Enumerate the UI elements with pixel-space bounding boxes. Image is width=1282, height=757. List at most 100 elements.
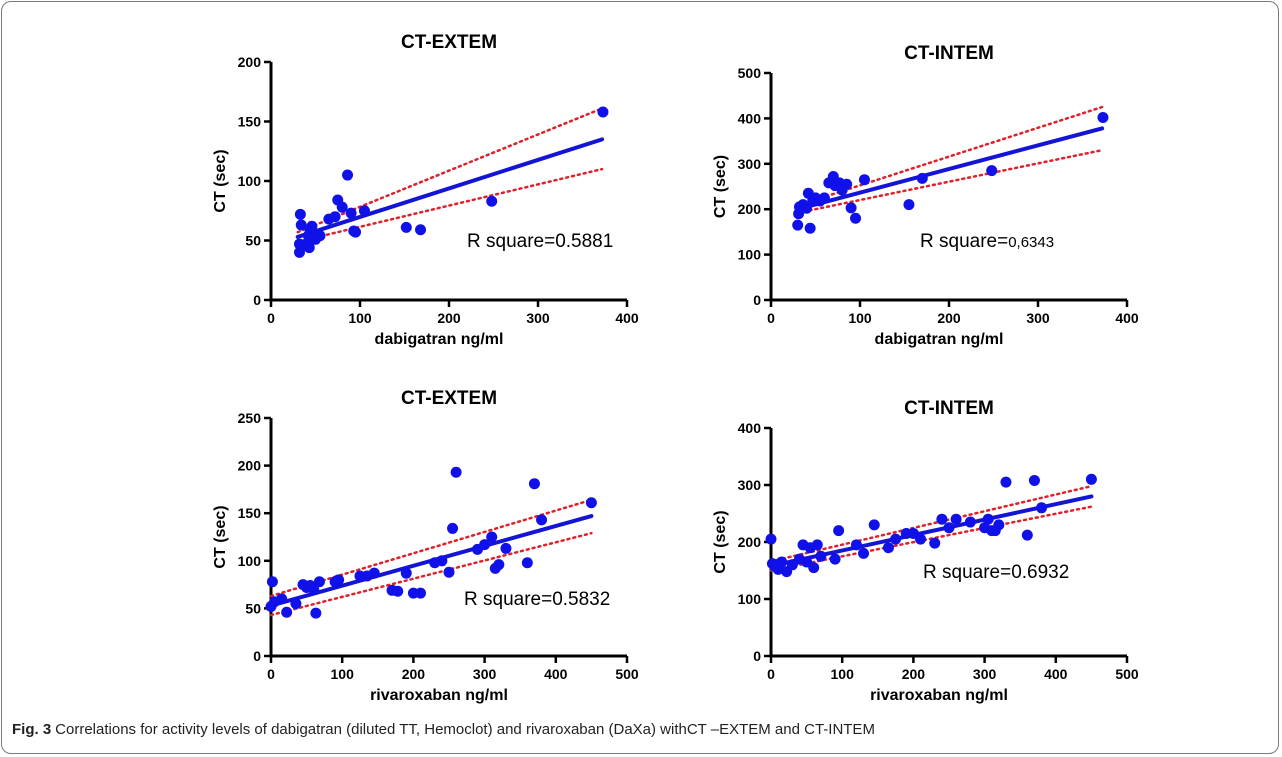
y-tick-label: 250 — [238, 410, 262, 426]
data-point — [964, 516, 976, 528]
data-point — [415, 224, 427, 236]
data-point — [950, 513, 962, 525]
data-point — [808, 562, 820, 574]
data-point — [1097, 111, 1109, 123]
y-tick-label: 150 — [238, 114, 262, 130]
ci-upper-line — [769, 484, 1093, 563]
chart-1: CT-EXTEM 0 50 100 150 200 0 100 200 300 400 dabigat… — [212, 32, 639, 348]
x-tick-label: 300 — [473, 666, 497, 682]
data-point — [350, 226, 362, 238]
data-point — [585, 497, 597, 509]
x-tick-label: 0 — [267, 666, 275, 682]
r-square-prefix: R square= — [923, 562, 1011, 583]
data-point — [313, 576, 325, 588]
caption-label: Fig. 3 — [12, 721, 52, 738]
x-tick-label: 0 — [267, 310, 275, 326]
r-square-annotation: R square=0.5881 — [467, 231, 613, 252]
y-tick-label: 300 — [738, 477, 762, 493]
chart-3: CT-EXTEM 0 50 100 150 200 250 0 100 200 300 400 500 r… — [212, 388, 639, 704]
data-point — [536, 514, 548, 526]
r-square-annotation: R square=0.5832 — [464, 589, 610, 610]
data-point — [308, 583, 320, 595]
data-point — [479, 539, 491, 551]
data-point — [597, 106, 609, 118]
data-point — [858, 174, 870, 186]
data-point — [792, 219, 804, 231]
data-point — [400, 221, 412, 233]
data-point — [1036, 502, 1048, 514]
data-point — [358, 205, 370, 217]
x-tick-label: 0 — [767, 310, 775, 326]
data-point — [858, 547, 870, 559]
y-tick-label: 200 — [738, 201, 762, 217]
data-point — [868, 519, 880, 531]
x-tick-label: 100 — [831, 666, 855, 682]
data-point — [450, 466, 462, 478]
data-point — [833, 525, 845, 537]
y-tick-label: 0 — [753, 648, 761, 664]
x-tick-label: 100 — [331, 666, 355, 682]
data-point — [310, 607, 322, 619]
data-point — [1028, 474, 1040, 486]
data-point — [801, 202, 813, 214]
data-point — [486, 195, 498, 207]
data-point — [829, 553, 841, 565]
data-point — [916, 172, 928, 184]
data-point — [936, 513, 948, 525]
y-tick-label: 400 — [738, 110, 762, 126]
data-point — [982, 513, 994, 525]
data-point — [929, 537, 941, 549]
y-tick-label: 50 — [245, 233, 261, 249]
y-tick-label: 200 — [238, 54, 262, 70]
data-point — [986, 165, 998, 177]
data-point — [841, 178, 853, 190]
data-point — [903, 199, 915, 211]
x-tick-label: 400 — [544, 666, 568, 682]
x-tick-label: 500 — [615, 666, 639, 682]
chart-2: CT-INTEM 0 100 200 300 400 500 0 100 200 300 400 dab… — [712, 43, 1139, 348]
y-tick-label: 200 — [238, 458, 262, 474]
ci-upper-line — [296, 107, 604, 234]
y-tick-label: 0 — [253, 292, 261, 308]
x-tick-label: 300 — [1026, 310, 1050, 326]
r-square-annotation: R square=0.6932 — [923, 562, 1069, 583]
x-axis-label: dabigatran ng/ml — [375, 331, 504, 348]
data-point — [521, 557, 533, 569]
x-tick-label: 200 — [902, 666, 926, 682]
data-point — [336, 201, 348, 213]
data-point — [303, 242, 315, 254]
regression-line — [295, 137, 605, 239]
y-axis-label: CT (sec) — [712, 510, 729, 573]
x-axis-label: dabigatran ng/ml — [875, 331, 1004, 348]
data-point — [333, 574, 345, 586]
data-point — [345, 207, 357, 219]
x-tick-label: 400 — [615, 310, 639, 326]
x-tick-label: 100 — [348, 310, 372, 326]
data-point — [493, 559, 505, 571]
figure-caption: Fig. 3 Correlations for activity levels o… — [12, 721, 875, 738]
data-point — [850, 212, 862, 224]
x-tick-label: 200 — [437, 310, 461, 326]
x-tick-label: 200 — [937, 310, 961, 326]
chart-title: CT-EXTEM — [401, 388, 497, 409]
regression-line — [795, 126, 1105, 212]
r-square-value: 0.5881 — [555, 231, 613, 252]
data-point — [776, 556, 788, 568]
r-square-value: 0.6932 — [1011, 562, 1069, 583]
chart-title: CT-EXTEM — [401, 32, 497, 53]
chart-title: CT-INTEM — [904, 43, 994, 64]
data-point — [1021, 529, 1033, 541]
data-point — [850, 539, 862, 551]
y-tick-label: 50 — [245, 600, 261, 616]
y-tick-label: 100 — [738, 247, 762, 263]
r-square-prefix: R square= — [467, 231, 555, 252]
chart-title: CT-INTEM — [904, 398, 994, 419]
ci-lower-line — [296, 167, 604, 243]
y-axis-label: CT (sec) — [212, 505, 229, 568]
y-tick-label: 400 — [738, 420, 762, 436]
y-tick-label: 100 — [738, 591, 762, 607]
data-point — [845, 202, 857, 214]
data-point — [295, 219, 307, 231]
data-point — [400, 567, 412, 579]
y-tick-label: 300 — [738, 156, 762, 172]
